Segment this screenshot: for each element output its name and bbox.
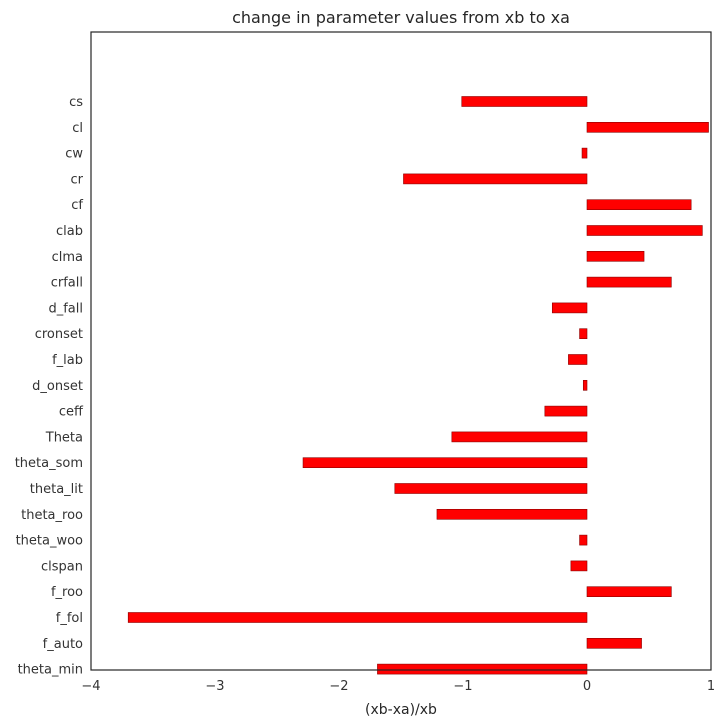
category-label-theta_lit: theta_lit [30,482,83,497]
x-axis-ticks: −4 −3 −2 −1 0 1 [81,679,715,694]
category-label-f_lab: f_lab [52,353,83,368]
chart-title: change in parameter values from xb to xa [232,8,570,27]
category-label-theta_roo: theta_roo [21,508,83,523]
category-label-Theta: Theta [45,430,83,445]
bar-clma [586,251,645,262]
category-label-cl: cl [72,121,83,136]
bar-theta_woo [579,534,588,546]
bar-cw [581,147,588,159]
x-axis-label: (xb-xa)/xb [365,702,437,718]
x-tick-label: −4 [81,679,100,694]
bar-f_roo [586,586,672,598]
x-tick-label: 0 [583,679,591,694]
x-tick-label: −3 [205,679,224,694]
x-tick-label: 1 [707,679,715,694]
plot-frame [90,31,712,671]
category-label-cr: cr [71,172,84,187]
category-label-crfall: crfall [51,276,83,291]
category-label-theta_min: theta_min [18,663,83,678]
x-tick-label: −2 [329,679,348,694]
category-label-d_fall: d_fall [48,301,83,316]
bar-clab [586,225,703,236]
bar-theta_min [377,663,588,675]
bar-cl [586,122,709,133]
category-label-cronset: cronset [35,327,83,342]
bar-Theta [451,431,588,443]
category-label-d_onset: d_onset [32,379,83,394]
category-label-f_auto: f_auto [43,637,83,652]
bars-group [127,96,709,675]
bar-clspan [570,560,588,572]
category-label-theta_som: theta_som [15,456,83,471]
bar-f_auto [586,637,642,649]
bar-cr [403,173,588,185]
bar-theta_lit [394,483,588,494]
bar-d_fall [551,302,588,314]
bar-cronset [579,328,588,340]
bar-cs [461,96,588,107]
bar-f_lab [568,354,588,365]
bar-f_fol [127,612,588,623]
bar-theta_som [302,457,588,469]
bar-ceff [544,405,588,417]
category-label-ceff: ceff [59,405,84,420]
category-label-theta_woo: theta_woo [16,534,83,549]
category-label-clspan: clspan [41,559,83,574]
category-label-f_roo: f_roo [51,585,83,600]
category-label-clma: clma [52,250,83,265]
category-label-cs: cs [69,95,83,110]
category-label-cf: cf [71,198,83,213]
bar-crfall [586,276,672,288]
category-label-clab: clab [56,224,83,239]
bar-theta_roo [436,508,588,520]
category-label-cw: cw [65,147,83,162]
bar-cf [586,199,692,210]
x-tick-label: −1 [453,679,472,694]
bar-d_onset [582,379,588,391]
category-label-f_fol: f_fol [56,611,83,626]
